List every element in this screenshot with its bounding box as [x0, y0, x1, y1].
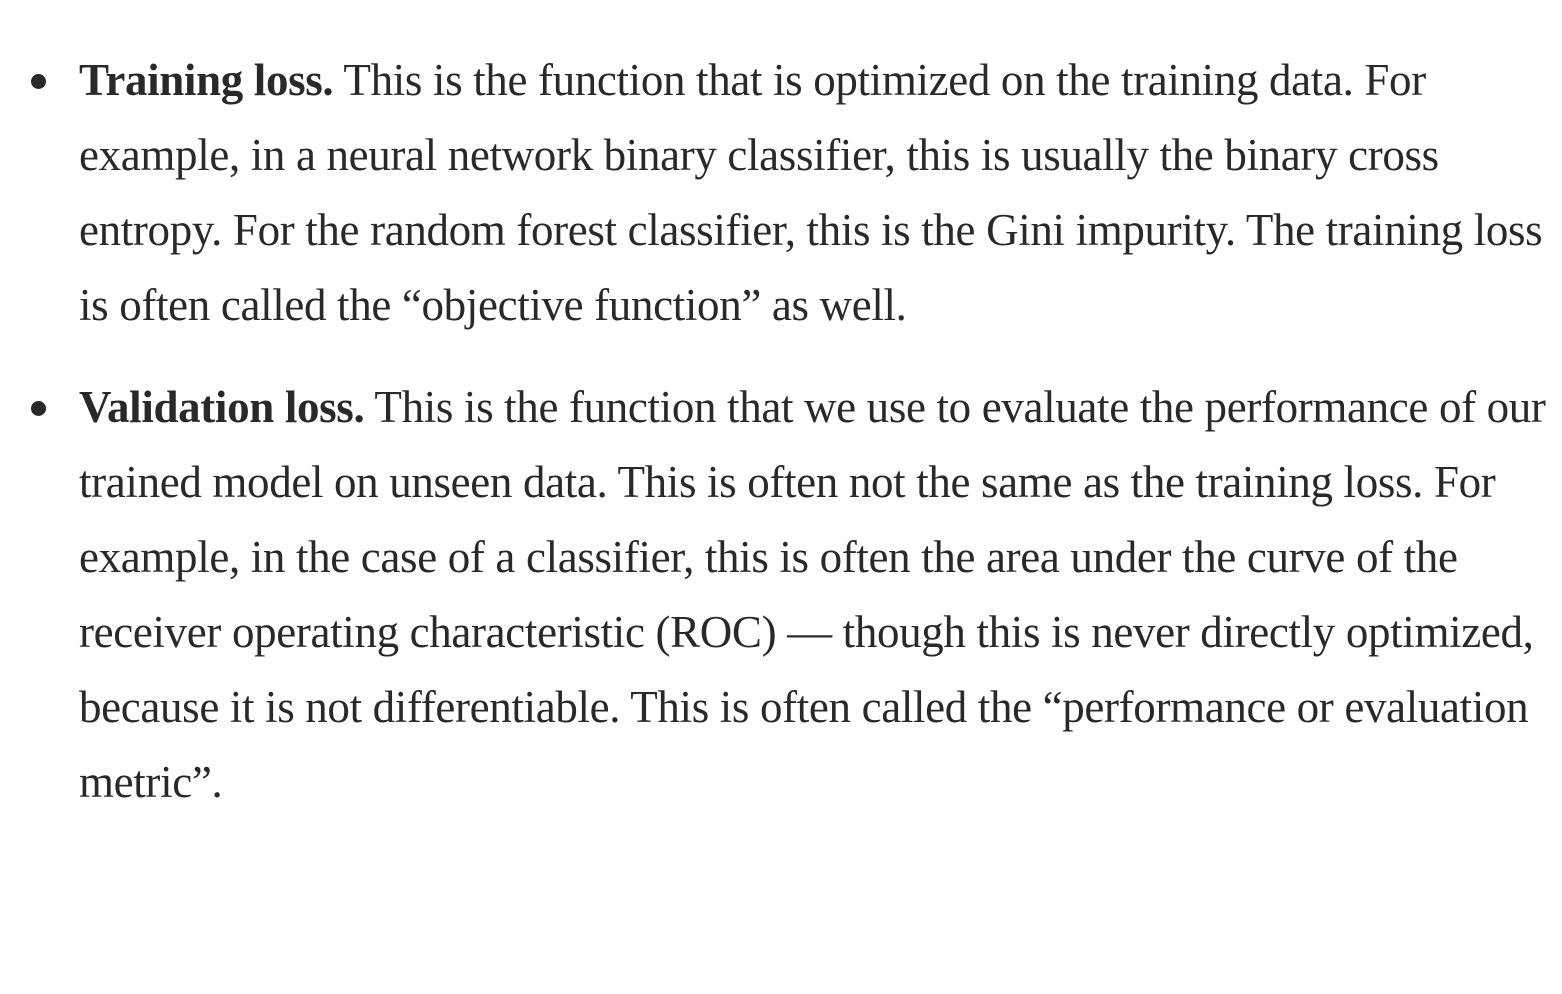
- bullet-icon: [31, 74, 46, 89]
- term-training-loss: Training loss.: [79, 55, 334, 105]
- definition-validation-loss: This is the function that we use to eval…: [79, 382, 1546, 807]
- list-item-training-loss: Training loss. This is the function that…: [0, 43, 1562, 343]
- article-body: Training loss. This is the function that…: [0, 43, 1562, 847]
- definition-training-loss: This is the function that is optimized o…: [79, 55, 1543, 330]
- term-validation-loss: Validation loss.: [79, 382, 365, 432]
- bullet-list: Training loss. This is the function that…: [0, 43, 1562, 820]
- list-item-validation-loss: Validation loss. This is the function th…: [0, 370, 1562, 820]
- bullet-icon: [31, 401, 46, 416]
